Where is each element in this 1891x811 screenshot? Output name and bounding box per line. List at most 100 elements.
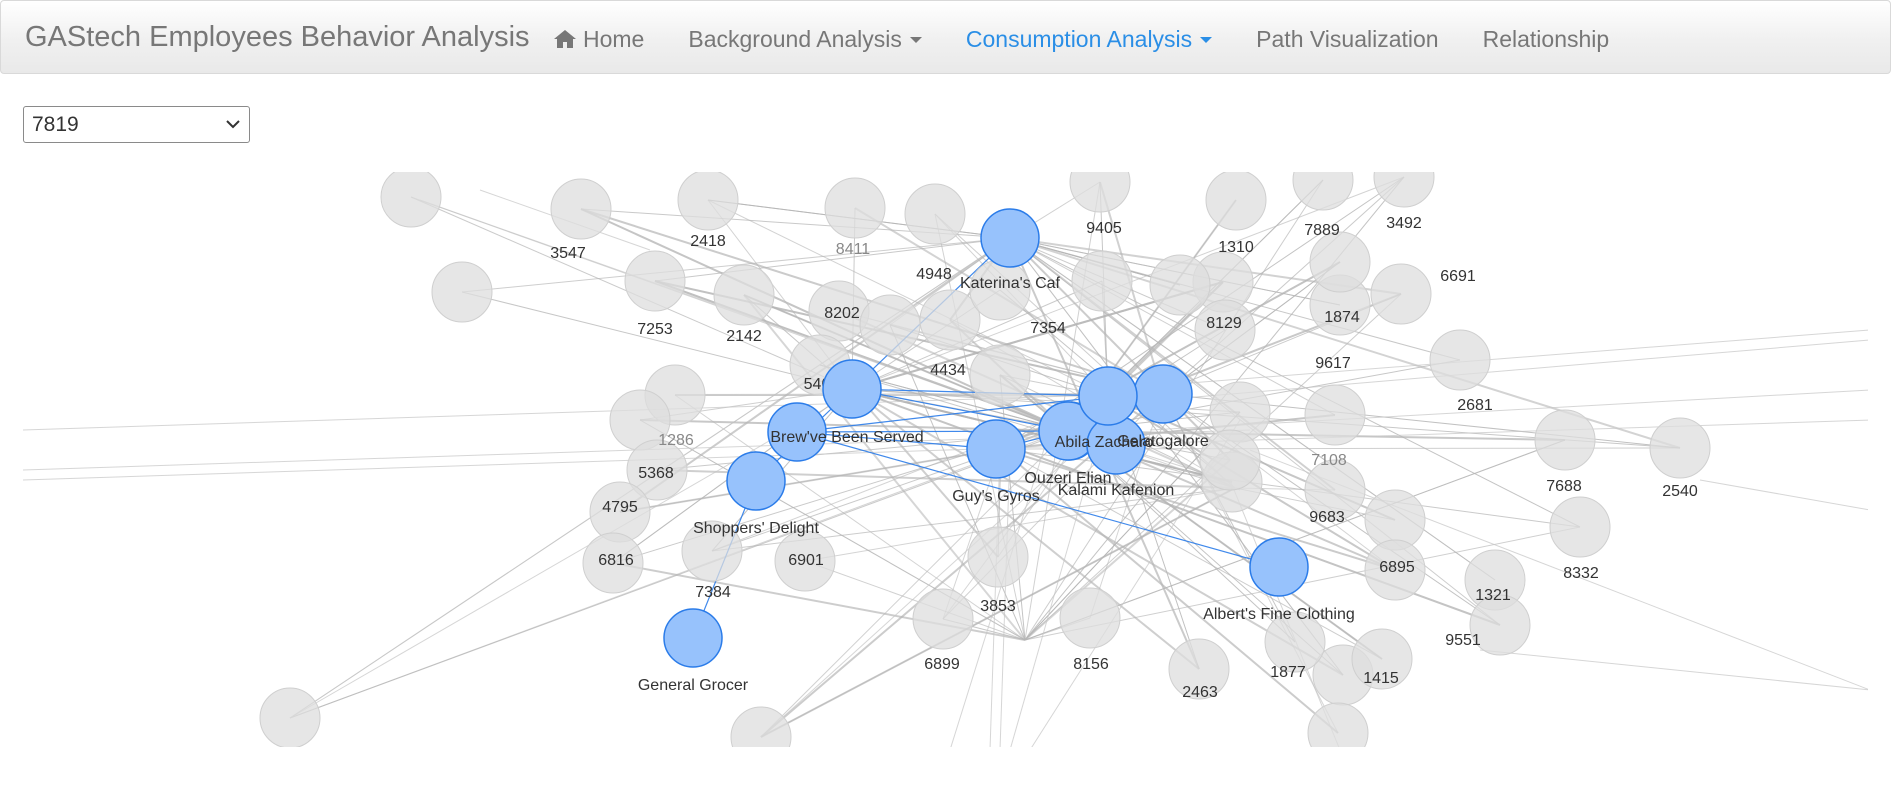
card-node-label: 8156 <box>1073 656 1109 673</box>
merchant-node[interactable] <box>1078 366 1138 426</box>
graph-edge <box>1162 176 1405 395</box>
card-node-label: 3547 <box>550 245 586 262</box>
graph-edge <box>989 449 1001 747</box>
card-node[interactable] <box>677 172 739 231</box>
graph-edge <box>851 388 1344 676</box>
card-node-label: 9683 <box>1309 509 1345 526</box>
card-node[interactable] <box>431 261 493 323</box>
card-node-label: 1310 <box>1218 239 1254 256</box>
merchant-node[interactable] <box>1249 537 1309 597</box>
card-node[interactable] <box>1199 429 1261 491</box>
merchant-node[interactable] <box>1133 364 1193 424</box>
card-node[interactable] <box>1549 496 1611 558</box>
graph-edge <box>1162 393 1296 643</box>
card-node[interactable] <box>713 264 775 326</box>
graph-edge <box>674 394 1109 397</box>
card-node[interactable] <box>730 706 792 747</box>
card-node[interactable] <box>1069 172 1131 213</box>
card-selector[interactable]: 7819 <box>23 106 250 143</box>
card-node[interactable] <box>624 250 686 312</box>
card-node[interactable] <box>1149 254 1211 316</box>
merchant-node-label: Katerina's Caf <box>960 275 1061 292</box>
card-node-label: 2463 <box>1182 684 1218 701</box>
merchant-node-label: Guy's Gyros <box>952 488 1040 505</box>
card-node[interactable] <box>1429 329 1491 391</box>
nav-consumption-analysis[interactable]: Consumption Analysis <box>944 1 1234 73</box>
card-node[interactable] <box>824 177 886 239</box>
merchant-node[interactable] <box>966 419 1026 479</box>
card-node[interactable] <box>969 344 1031 406</box>
card-node-label: 4795 <box>602 499 638 516</box>
card-node[interactable] <box>1370 263 1432 325</box>
card-node[interactable] <box>1364 539 1426 601</box>
graph-edge <box>851 388 1200 670</box>
card-node[interactable] <box>1307 702 1369 747</box>
card-node-label: 9405 <box>1086 220 1122 237</box>
graph-edge <box>999 449 1011 747</box>
nav-background-analysis[interactable]: Background Analysis <box>666 1 944 73</box>
card-node[interactable] <box>967 526 1029 588</box>
brand-title[interactable]: GAStech Employees Behavior Analysis <box>25 21 530 53</box>
card-node-label: 1874 <box>1324 309 1360 326</box>
graph-edge <box>760 487 1236 738</box>
card-node[interactable] <box>1264 611 1326 673</box>
card-node-label: 6899 <box>924 656 960 673</box>
card-node-label: 1415 <box>1363 670 1399 687</box>
network-graph-canvas[interactable]: 3547 2418 8411 4948 9405 1310 7889 3492 6691 7253… <box>23 172 1868 747</box>
card-node[interactable] <box>1304 459 1366 521</box>
nav-path-visualization-label: Path Visualization <box>1256 26 1439 52</box>
card-node-label: 7354 <box>1030 320 1066 337</box>
graph-edge <box>819 364 1236 489</box>
card-node[interactable] <box>774 530 836 592</box>
card-node[interactable] <box>1071 250 1133 312</box>
merchant-node[interactable] <box>726 451 786 511</box>
card-node-label: 4434 <box>930 362 966 379</box>
network-graph[interactable]: 3547 2418 8411 4948 9405 1310 7889 3492 6691 7253… <box>23 172 1868 747</box>
highlight-edge <box>851 388 1070 432</box>
card-node-label: 6901 <box>788 552 824 569</box>
graph-edge <box>1009 237 1231 461</box>
card-node[interactable] <box>1205 172 1267 231</box>
card-node[interactable] <box>681 520 743 582</box>
card-node-label: 6691 <box>1440 268 1476 285</box>
card-node[interactable] <box>1469 594 1531 656</box>
card-node[interactable] <box>1194 299 1256 361</box>
card-node[interactable] <box>1351 628 1413 690</box>
card-node[interactable] <box>582 532 644 594</box>
merchant-node[interactable] <box>663 608 723 668</box>
card-node[interactable] <box>380 172 442 228</box>
card-node[interactable] <box>1534 409 1596 471</box>
graph-edge <box>889 324 1026 641</box>
graph-edge <box>999 374 1026 641</box>
card-node[interactable] <box>904 183 966 245</box>
card-node[interactable] <box>1168 638 1230 700</box>
nav-path-visualization[interactable]: Path Visualization <box>1234 1 1460 73</box>
card-node[interactable] <box>1059 587 1121 649</box>
card-selector-value: 7819 <box>32 113 79 136</box>
highlight-edge <box>796 431 997 450</box>
card-node[interactable] <box>259 687 321 747</box>
caret-down-icon <box>1200 36 1213 43</box>
nav-home[interactable]: Home <box>531 1 666 73</box>
card-node[interactable] <box>859 294 921 356</box>
card-node[interactable] <box>912 588 974 650</box>
merchant-node[interactable] <box>767 402 827 462</box>
card-node[interactable] <box>1304 384 1366 446</box>
nav-relationship[interactable]: Relationship <box>1461 1 1632 73</box>
card-node[interactable] <box>550 178 612 240</box>
nav-menu: Home Background Analysis Consumption Ana… <box>531 1 1631 73</box>
graph-edge <box>619 448 1002 513</box>
merchant-node[interactable] <box>822 359 882 419</box>
graph-edge <box>654 237 1011 282</box>
card-node-label: 2418 <box>690 233 726 250</box>
card-node-label: 3492 <box>1386 215 1422 232</box>
graph-edge <box>461 237 1011 293</box>
card-node[interactable] <box>1309 231 1371 293</box>
card-node-label: 6816 <box>598 552 634 569</box>
card-node[interactable] <box>1649 417 1711 479</box>
card-node[interactable] <box>626 439 688 501</box>
merchant-node[interactable] <box>980 208 1040 268</box>
card-node[interactable] <box>1292 172 1354 211</box>
card-node[interactable] <box>1373 172 1435 208</box>
graph-edge <box>1009 237 1336 491</box>
